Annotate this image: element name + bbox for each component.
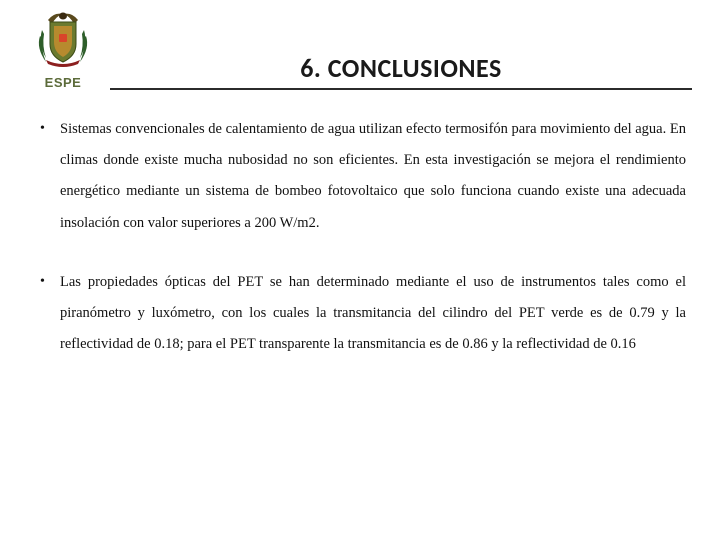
logo-label: ESPE: [28, 75, 98, 90]
slide-page: ESPE 6. CONCLUSIONES Sistemas convencion…: [0, 0, 720, 540]
header: ESPE 6. CONCLUSIONES: [28, 10, 692, 90]
logo-block: ESPE: [28, 10, 98, 90]
title-rule: 6. CONCLUSIONES: [110, 52, 692, 90]
bullet-list: Sistemas convencionales de calentamiento…: [34, 114, 686, 360]
espe-crest-icon: [36, 10, 90, 68]
list-item: Sistemas convencionales de calentamiento…: [34, 114, 686, 239]
list-item: Las propiedades ópticas del PET se han d…: [34, 267, 686, 361]
content: Sistemas convencionales de calentamiento…: [28, 114, 692, 360]
page-title: 6. CONCLUSIONES: [110, 52, 692, 84]
